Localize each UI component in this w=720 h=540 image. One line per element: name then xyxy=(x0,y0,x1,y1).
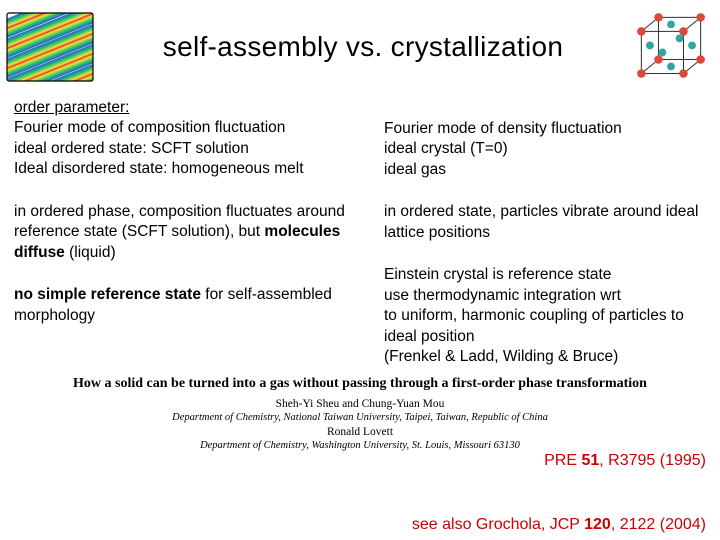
text: ideal crystal (T=0) xyxy=(384,140,508,157)
right-para-1: Fourier mode of density fluctuation idea… xyxy=(384,119,706,180)
text-bold: no simple reference state xyxy=(14,286,201,303)
right-column: Fourier mode of density fluctuation idea… xyxy=(384,98,706,376)
left-para-1: order parameter: Fourier mode of composi… xyxy=(14,98,354,180)
crystal-lattice-image xyxy=(632,8,710,86)
text: Einstein crystal is reference state xyxy=(384,266,611,283)
text: PRE xyxy=(544,452,581,469)
right-para-2: in ordered state, particles vibrate arou… xyxy=(384,202,706,243)
slide-title: self-assembly vs. crystallization xyxy=(108,31,618,63)
comparison-columns: order parameter: Fourier mode of composi… xyxy=(0,94,720,376)
right-para-3: Einstein crystal is reference state use … xyxy=(384,265,706,367)
left-column: order parameter: Fourier mode of composi… xyxy=(14,98,354,376)
paper-affiliation-1: Department of Chemistry, National Taiwan… xyxy=(30,412,690,423)
text: to uniform, harmonic coupling of particl… xyxy=(384,307,684,344)
order-parameter-heading: order parameter: xyxy=(14,99,129,116)
text-bold: 51 xyxy=(581,452,599,469)
cited-paper-header: How a solid can be turned into a gas wit… xyxy=(0,376,720,451)
text: use thermodynamic integration wrt xyxy=(384,287,621,304)
text: ideal gas xyxy=(384,161,446,178)
text: Fourier mode of density fluctuation xyxy=(384,120,622,137)
paper-title: How a solid can be turned into a gas wit… xyxy=(30,376,690,392)
paper-affiliation-2: Department of Chemistry, Washington Univ… xyxy=(30,440,690,451)
text: , R3795 (1995) xyxy=(599,452,706,469)
text: Fourier mode of composition fluctuation xyxy=(14,119,285,136)
text: Ideal disordered state: homogeneous melt xyxy=(14,160,304,177)
left-para-2: in ordered phase, composition fluctuates… xyxy=(14,202,354,263)
text: (liquid) xyxy=(65,244,116,261)
reference-1: PRE 51, R3795 (1995) xyxy=(544,452,706,470)
text: (Frenkel & Ladd, Wilding & Bruce) xyxy=(384,348,618,365)
title-row: self-assembly vs. crystallization xyxy=(0,0,720,94)
text: ideal ordered state: SCFT solution xyxy=(14,140,249,157)
left-para-3: no simple reference state for self-assem… xyxy=(14,285,354,326)
reference-2: see also Grochola, JCP 120, 2122 (2004) xyxy=(412,516,706,534)
text-bold: 120 xyxy=(584,516,611,533)
text: in ordered state, particles vibrate arou… xyxy=(384,203,699,240)
paper-authors-2: Ronald Lovett xyxy=(30,426,690,438)
paper-authors-1: Sheh-Yi Sheu and Chung-Yuan Mou xyxy=(30,398,690,410)
text: see also Grochola, JCP xyxy=(412,516,584,533)
text: , 2122 (2004) xyxy=(611,516,706,533)
block-copolymer-image xyxy=(6,12,94,82)
